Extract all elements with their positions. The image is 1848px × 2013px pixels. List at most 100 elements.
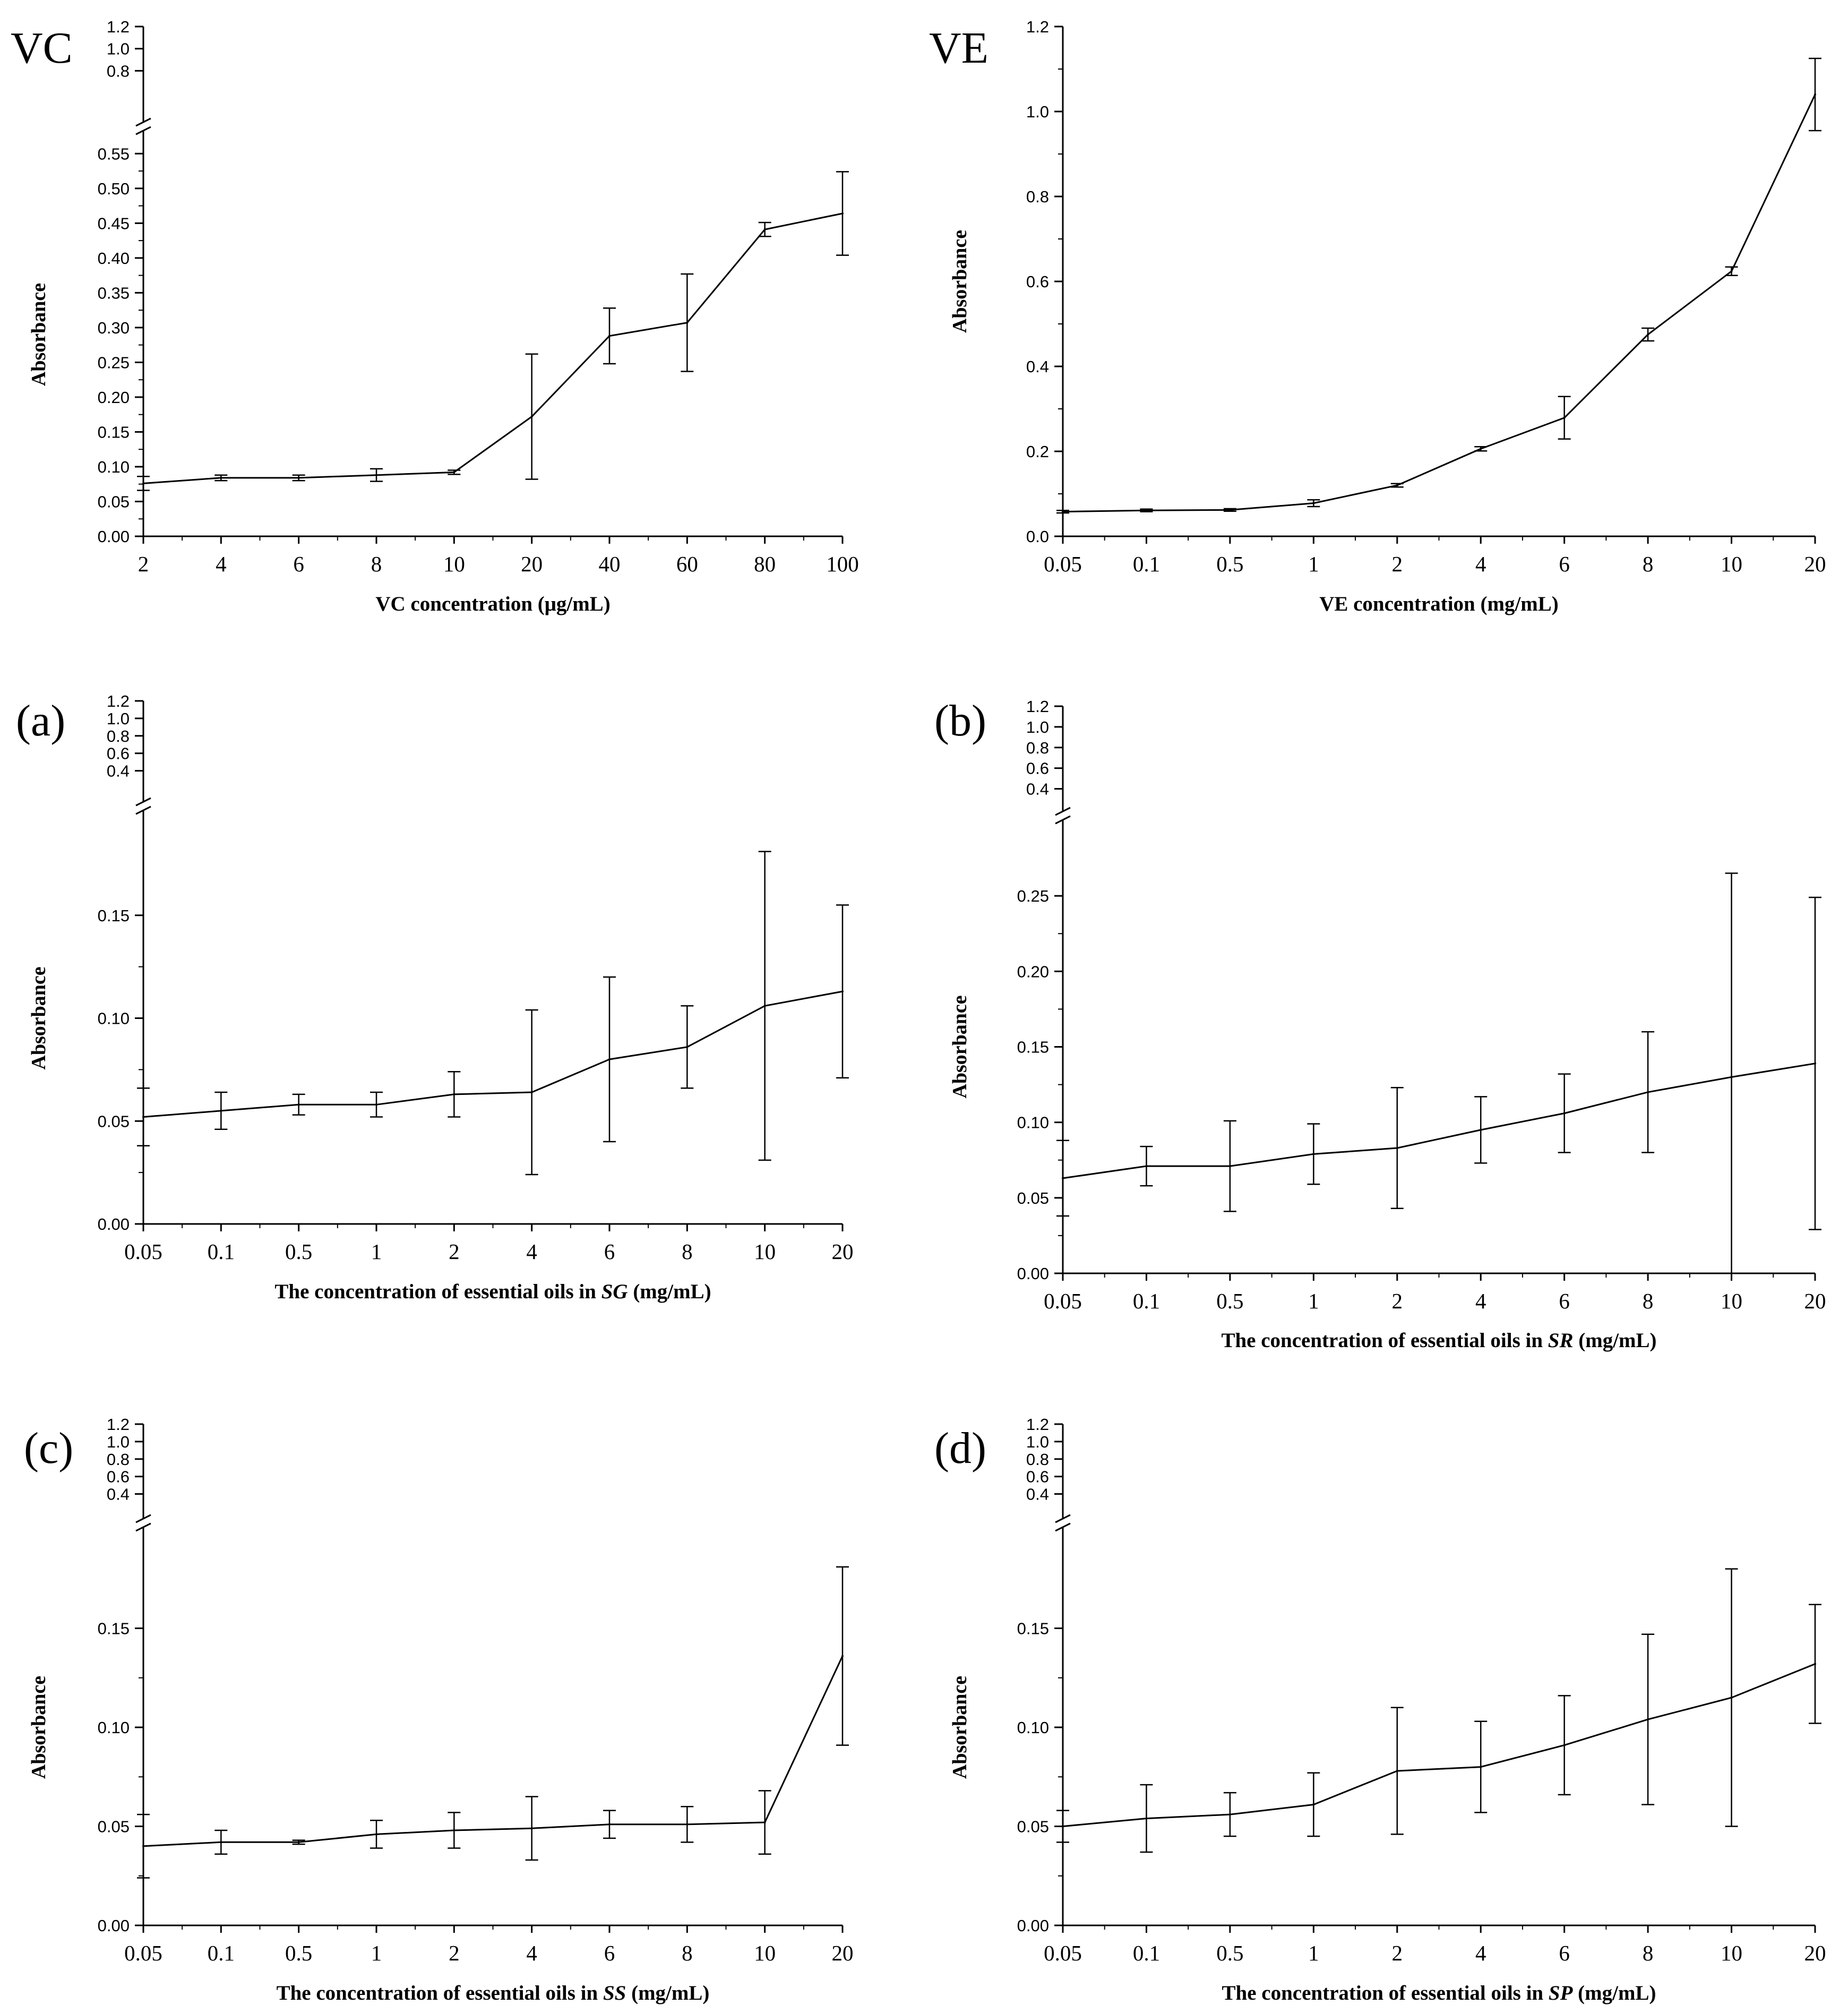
y-upper-tick-label: 0.6 <box>1026 1468 1049 1486</box>
y-upper-tick-label: 0.8 <box>107 62 130 80</box>
y-tick-label: 0.55 <box>98 144 130 163</box>
y-upper-tick-label: 1.0 <box>107 709 130 728</box>
data-point <box>453 471 455 474</box>
y-tick-label: 0.10 <box>98 458 130 476</box>
y-tick-label: 0.00 <box>98 1916 130 1935</box>
y-upper-tick-label: 1.2 <box>1026 697 1049 716</box>
x-tick-label: 60 <box>676 552 698 576</box>
y-tick-label: 0.05 <box>98 1818 130 1836</box>
y-upper-tick-label: 1.0 <box>1026 718 1049 736</box>
series-line <box>1062 1063 1816 1179</box>
x-tick-label: 6 <box>293 552 304 576</box>
data-point <box>1396 1147 1398 1150</box>
chart-panel-3: (b) 0.00 0.05 0.10 0.15 0.20 0.25 0.4 0.6 0.8 1.0 1… <box>934 696 1826 1352</box>
data-point <box>1647 333 1649 336</box>
y-tick-label: 0.15 <box>98 423 130 441</box>
y-tick-label: 0.4 <box>1026 357 1049 376</box>
y-tick-label: 0.10 <box>1017 1718 1049 1737</box>
y-upper-tick-label: 0.4 <box>1026 1485 1049 1504</box>
y-axis-label: Absorbance <box>949 230 971 333</box>
data-point <box>1730 1076 1733 1078</box>
x-tick-label: 40 <box>599 552 621 576</box>
axis-break-mark <box>135 806 151 815</box>
y-upper-tick-label: 1.0 <box>107 40 130 58</box>
x-tick-label: 10 <box>1721 552 1742 576</box>
x-tick-label: 1 <box>1308 552 1319 576</box>
data-point <box>1814 1062 1816 1065</box>
axis-break-mark <box>135 126 151 135</box>
x-axis-label-part: SS <box>603 1982 626 2005</box>
axis-break-mark <box>135 1522 151 1532</box>
x-tick-label: 0.1 <box>1133 1941 1160 1965</box>
y-upper-tick-label: 0.6 <box>1026 759 1049 778</box>
data-point <box>686 321 689 324</box>
x-tick-label: 10 <box>1721 1289 1742 1313</box>
y-tick-label: 0.8 <box>1026 187 1049 206</box>
data-point <box>220 476 222 479</box>
data-point <box>530 1827 533 1830</box>
x-tick-label: 8 <box>1643 1941 1654 1965</box>
x-tick-label: 10 <box>1721 1941 1742 1965</box>
data-point <box>375 1833 377 1836</box>
error-bar <box>1725 872 1738 1274</box>
y-tick-label: 0.10 <box>1017 1113 1049 1132</box>
x-tick-label: 2 <box>1392 1941 1403 1965</box>
y-tick-label: 0.20 <box>1017 962 1049 981</box>
data-point <box>841 1655 844 1657</box>
data-point <box>1647 1091 1649 1093</box>
data-point <box>841 212 844 215</box>
x-tick-label: 8 <box>1643 552 1654 576</box>
series-line <box>1062 1663 1816 1827</box>
y-tick-label: 0.05 <box>1017 1818 1049 1836</box>
x-tick-label: 6 <box>1559 1941 1570 1965</box>
x-tick-label: 20 <box>1804 1289 1826 1313</box>
x-tick-label: 0.05 <box>1044 1941 1082 1965</box>
x-tick-label: 2 <box>449 1239 460 1264</box>
y-axis-label: Absorbance <box>28 1676 50 1779</box>
data-point <box>1228 1813 1231 1816</box>
data-point <box>1730 1697 1733 1699</box>
data-point <box>1563 416 1566 419</box>
data-point <box>530 1091 533 1093</box>
data-point <box>686 1823 689 1826</box>
data-point <box>1396 1770 1398 1772</box>
data-point <box>453 1093 455 1095</box>
data-point <box>142 1845 144 1847</box>
x-axis-label-part: VE concentration (mg/mL) <box>1319 593 1559 615</box>
y-tick-label: 0.10 <box>98 1009 130 1028</box>
data-point <box>1062 1825 1064 1828</box>
data-point <box>1814 93 1816 96</box>
data-point <box>1480 448 1482 450</box>
y-tick-label: 0.40 <box>98 249 130 268</box>
x-tick-label: 8 <box>682 1941 693 1965</box>
x-tick-label: 0.05 <box>124 1239 162 1264</box>
data-point <box>608 335 611 337</box>
data-point <box>1062 510 1064 513</box>
x-tick-label: 4 <box>1475 1941 1486 1965</box>
x-tick-label: 1 <box>1308 1941 1319 1965</box>
y-tick-label: 0.45 <box>98 214 130 233</box>
x-tick-label: 6 <box>1559 552 1570 576</box>
data-point <box>1062 1177 1064 1179</box>
y-tick-label: 0.15 <box>98 906 130 925</box>
y-tick-label: 0.0 <box>1026 527 1049 546</box>
x-axis-label-part: The concentration of essential oils in <box>274 1280 601 1303</box>
y-tick-label: 0.6 <box>1026 272 1049 291</box>
axis-break-mark <box>1055 1514 1071 1523</box>
x-tick-label: 4 <box>1475 552 1486 576</box>
x-axis-label: The concentration of essential oils in S… <box>1222 1982 1656 2005</box>
series-line <box>143 990 843 1118</box>
y-tick-label: 0.00 <box>1017 1264 1049 1283</box>
x-axis-label-part: (mg/mL) <box>628 1280 711 1303</box>
data-point <box>375 474 377 476</box>
data-point <box>1312 1153 1315 1155</box>
x-axis-label-part: SR <box>1548 1329 1574 1352</box>
x-axis-label-part: (mg/mL) <box>626 1982 709 2005</box>
y-axis-label: Absorbance <box>949 995 971 1098</box>
axis-break-mark <box>1055 807 1071 816</box>
axis-break-mark <box>1055 1522 1071 1532</box>
axis-break-mark <box>135 1514 151 1523</box>
y-tick-label: 0.00 <box>1017 1916 1049 1935</box>
y-upper-tick-label: 1.2 <box>107 692 130 710</box>
data-point <box>1814 1663 1816 1665</box>
